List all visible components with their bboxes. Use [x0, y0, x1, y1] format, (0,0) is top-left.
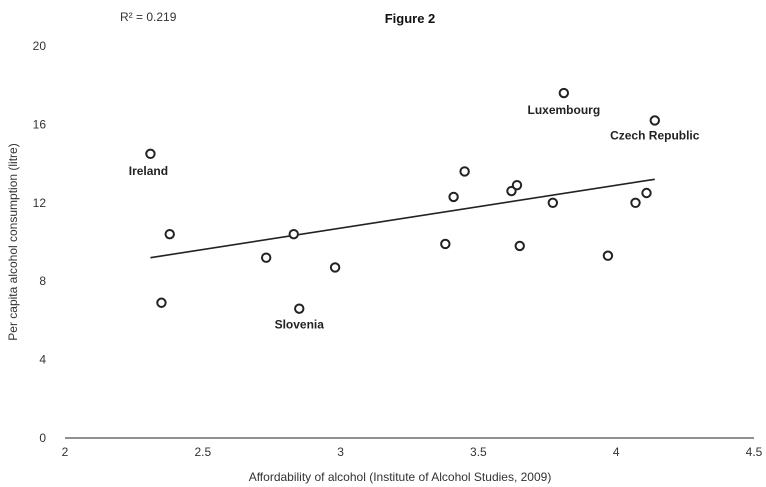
trendline — [150, 178, 655, 259]
y-tick-label: 8 — [39, 274, 46, 288]
y-tick-labels: 0 4 8 12 16 20 — [33, 39, 47, 445]
data-point — [602, 250, 614, 261]
data-point — [558, 87, 570, 99]
data-point — [511, 179, 523, 191]
data-point — [288, 228, 299, 240]
data-point — [294, 303, 305, 314]
x-tick-labels: 2 2.5 3 3.5 4 4.5 — [62, 445, 763, 459]
data-point — [459, 166, 470, 177]
y-tick-label: 4 — [39, 353, 46, 367]
point-label: Ireland — [129, 164, 168, 178]
data-point — [440, 238, 451, 250]
x-tick-label: 2 — [62, 445, 69, 459]
x-tick-label: 3 — [337, 445, 344, 459]
point-label: Luxembourg — [528, 103, 601, 117]
data-point — [329, 262, 341, 273]
data-point — [448, 191, 459, 203]
data-point — [145, 148, 156, 160]
data-point — [260, 252, 272, 263]
x-tick-label: 3.5 — [470, 445, 487, 459]
y-tick-label: 12 — [33, 196, 47, 210]
y-axis-label: Per capita alcohol consumption (litre) — [6, 143, 20, 340]
y-tick-label: 20 — [33, 39, 47, 53]
x-tick-label: 4.5 — [746, 445, 763, 459]
data-point — [641, 187, 652, 199]
x-axis-label: Affordability of alcohol (Institute of A… — [249, 470, 552, 484]
data-point — [514, 240, 525, 252]
data-point — [156, 297, 167, 308]
x-tick-label: 2.5 — [194, 445, 211, 459]
data-point — [164, 228, 175, 240]
r-squared-annotation: R² = 0.219 — [120, 10, 177, 24]
point-label: Czech Republic — [610, 128, 700, 142]
data-points — [145, 87, 660, 314]
data-point — [630, 197, 641, 209]
data-point — [649, 115, 660, 126]
data-point — [547, 197, 559, 209]
y-tick-label: 16 — [33, 117, 47, 131]
x-tick-label: 4 — [613, 445, 620, 459]
chart-title: Figure 2 — [385, 11, 436, 26]
point-label: Slovenia — [275, 318, 325, 332]
y-tick-label: 0 — [39, 431, 46, 445]
point-labels: Ireland Slovenia Luxembourg Czech Republic — [129, 103, 700, 332]
